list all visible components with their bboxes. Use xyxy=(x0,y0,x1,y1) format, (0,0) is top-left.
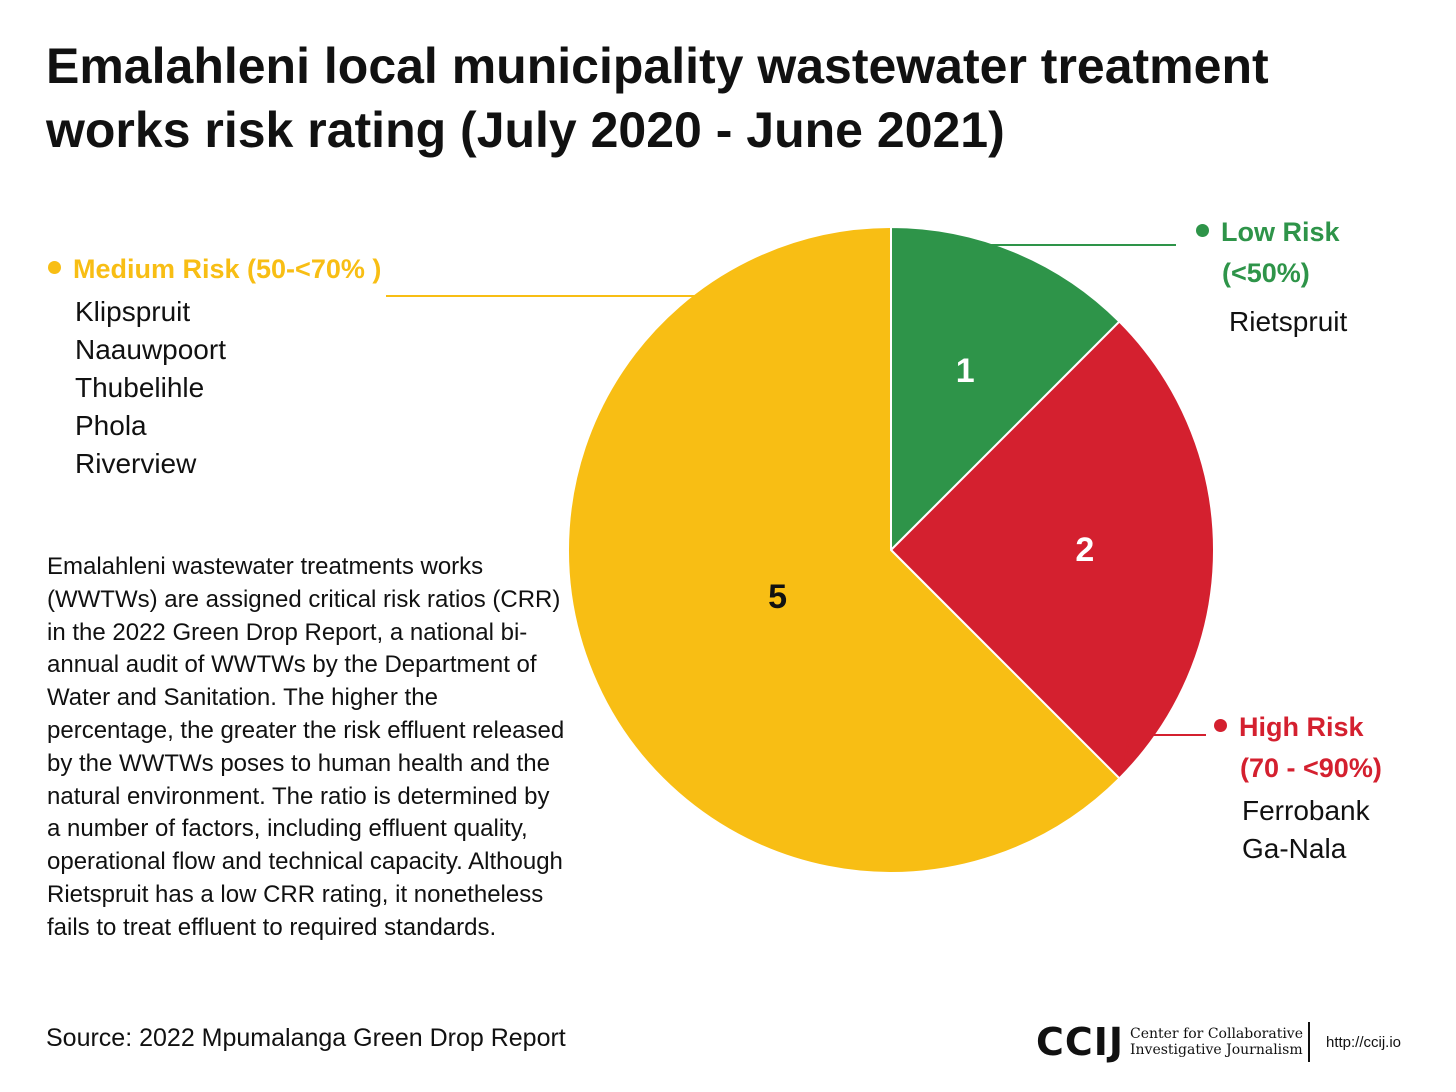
slice-value-label: 1 xyxy=(956,352,975,390)
medium-risk-dot xyxy=(48,261,61,274)
logo-caption-line: Investigative Journalism xyxy=(1130,1042,1303,1058)
ccij-logo: CCIJ xyxy=(1036,1020,1125,1064)
source-note: Source: 2022 Mpumalanga Green Drop Repor… xyxy=(46,1024,566,1052)
low-risk-range: (<50%) xyxy=(1222,258,1310,288)
high-risk-label: High Risk xyxy=(1239,712,1364,742)
medium-risk-item: Thubelihle xyxy=(75,372,205,403)
low-risk-items: Rietspruit xyxy=(1229,303,1347,341)
medium-risk-item: Klipspruit xyxy=(75,296,191,327)
medium-risk-items: Klipspruit Naauwpoort Thubelihle Phola R… xyxy=(75,293,226,483)
low-risk-item: Rietspruit xyxy=(1229,306,1348,337)
explanatory-note: Emalahleni wastewater treatments works (… xyxy=(47,553,565,941)
low-risk-label: Low Risk xyxy=(1221,217,1340,247)
leader-line-low-risk xyxy=(959,237,1176,246)
footer-url[interactable]: http://ccij.io xyxy=(1326,1034,1402,1051)
chart-title: Emalahleni local municipality wastewater… xyxy=(46,38,1269,158)
slice-value-label: 5 xyxy=(768,578,787,616)
legend-high-risk: High Risk (70 - <90%) xyxy=(1214,707,1382,789)
leader-line-high-risk xyxy=(1122,734,1206,769)
high-risk-item: Ga-Nala xyxy=(1242,833,1347,864)
medium-risk-label: Medium Risk (50-<70% ) xyxy=(73,254,382,284)
logo-caption: Center for Collaborative Investigative J… xyxy=(1130,1026,1303,1058)
medium-risk-item: Riverview xyxy=(75,448,197,479)
legend-medium-risk: Medium Risk (50-<70% ) xyxy=(48,248,381,290)
footer-divider xyxy=(1308,1022,1310,1062)
medium-risk-item: Phola xyxy=(75,410,147,441)
pie-slice-medium-risk xyxy=(567,225,1121,874)
pie-slice-high-risk xyxy=(889,320,1216,780)
pie-slice-low-risk xyxy=(890,225,1121,553)
high-risk-item: Ferrobank xyxy=(1242,795,1370,826)
high-risk-items: Ferrobank Ga-Nala xyxy=(1242,792,1370,868)
high-risk-dot xyxy=(1214,719,1227,732)
slice-value-label: 2 xyxy=(1075,531,1094,569)
logo-caption-line: Center for Collaborative xyxy=(1130,1026,1303,1042)
high-risk-range: (70 - <90%) xyxy=(1240,753,1382,783)
low-risk-dot xyxy=(1196,224,1209,237)
medium-risk-item: Naauwpoort xyxy=(75,334,226,365)
leader-line-medium-risk xyxy=(386,243,798,297)
legend-low-risk: Low Risk (<50%) xyxy=(1196,212,1340,294)
